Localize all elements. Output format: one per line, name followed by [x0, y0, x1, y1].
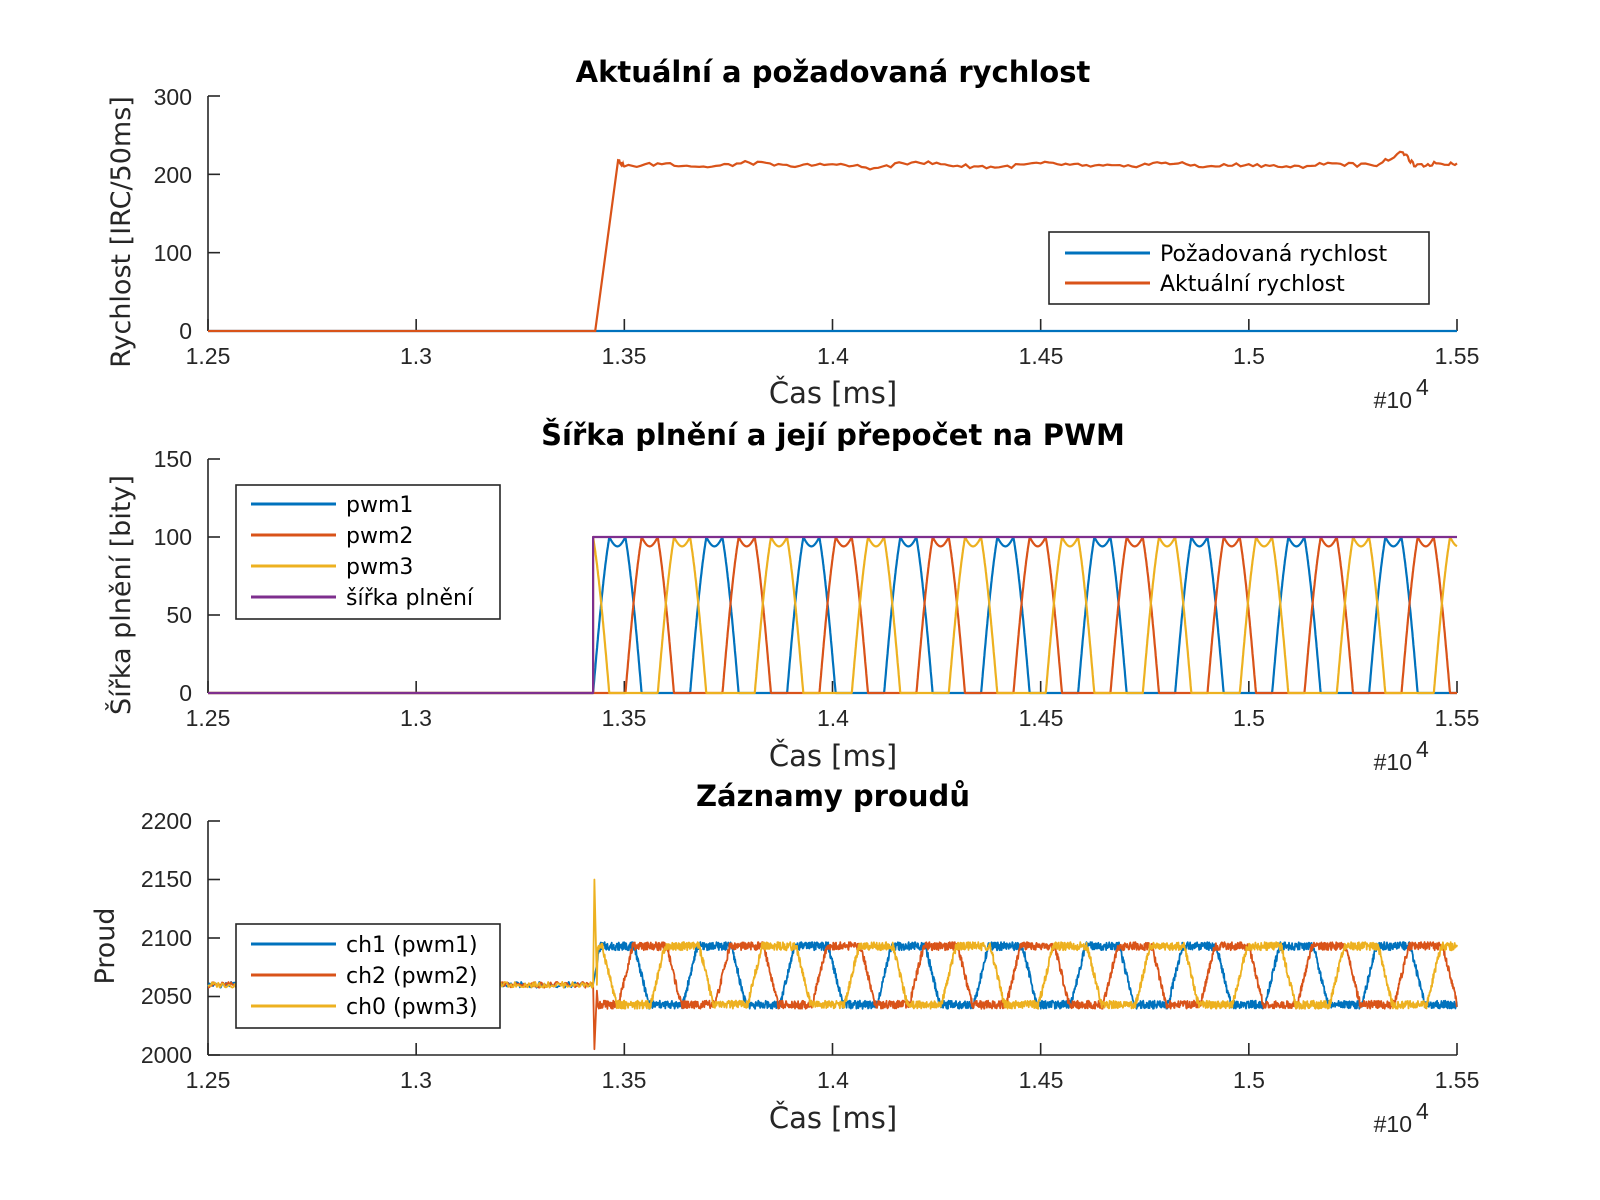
y-axis-label: Šířka plnění [bity]	[105, 475, 137, 715]
legend-label: Požadovaná rychlost	[1160, 242, 1387, 267]
x-tick-label: 1.5	[1233, 705, 1265, 731]
x-tick-label: 1.3	[400, 705, 432, 731]
x-tick-labels: 1.25 1.3 1.35 1.4 1.45 1.5 1.55	[186, 1067, 1480, 1093]
plot-area	[207, 820, 1458, 1056]
x-tick-label: 1.4	[817, 705, 849, 731]
y-tick-label: 50	[166, 602, 192, 628]
legend-label: pwm1	[346, 493, 413, 518]
x-axis-label: Čas [ms]	[769, 739, 897, 773]
y-tick-labels: 0 50 100 150	[154, 446, 192, 706]
chart-speed: Aktuální a požadovaná rychlost 1.25 1.3 …	[106, 55, 1479, 413]
y-tick-label: 100	[154, 240, 192, 266]
y-tick-label: 150	[154, 446, 192, 472]
x-exponent-base: #10	[1374, 1111, 1412, 1137]
x-tick-label: 1.25	[186, 1067, 231, 1093]
y-axis-label: Rychlost [IRC/50ms]	[106, 96, 137, 368]
x-tick-label: 1.25	[186, 705, 231, 731]
y-tick-label: 300	[154, 84, 192, 110]
series-line	[208, 536, 1458, 695]
x-axis-label: Čas [ms]	[769, 376, 897, 410]
y-tick-label: 2050	[141, 983, 192, 1009]
legend: ch1 (pwm1) ch2 (pwm2) ch0 (pwm3)	[235, 923, 501, 1029]
x-tick-label: 1.35	[602, 343, 647, 369]
x-tick-label: 1.5	[1233, 343, 1265, 369]
y-tick-label: 2150	[141, 866, 192, 892]
x-tick-label: 1.55	[1435, 343, 1480, 369]
legend-label: ch1 (pwm1)	[346, 933, 478, 958]
y-tick-labels: 0 100 200 300	[154, 84, 192, 344]
x-tick-label: 1.35	[602, 705, 647, 731]
x-tick-label: 1.35	[602, 1067, 647, 1093]
series-line	[208, 535, 1457, 695]
x-tick-label: 1.5	[1233, 1067, 1265, 1093]
chart-title: Záznamy proudů	[696, 779, 970, 813]
x-exponent: 4	[1416, 374, 1429, 400]
legend-label: pwm2	[346, 524, 413, 549]
x-tick-label: 1.55	[1435, 705, 1480, 731]
legend-box	[1048, 231, 1430, 305]
x-tick-labels: 1.25 1.3 1.35 1.4 1.45 1.5 1.55	[186, 705, 1480, 731]
chart-title: Aktuální a požadovaná rychlost	[576, 55, 1091, 89]
legend-label: ch0 (pwm3)	[346, 995, 478, 1020]
x-exponent-base: #10	[1374, 749, 1412, 775]
y-tick-label: 0	[179, 680, 192, 706]
legend: Požadovaná rychlost Aktuální rychlost	[1048, 231, 1430, 305]
y-tick-labels: 2000 2050 2100 2150 2200	[141, 808, 192, 1068]
chart-pwm: Šířka plnění a její přepočet na PWM 1.25…	[105, 418, 1479, 775]
y-tick-label: 2200	[141, 808, 192, 834]
y-axis-label: Proud	[90, 907, 121, 984]
series-line	[207, 878, 1458, 1010]
series-line	[208, 535, 1458, 695]
legend-label: šířka plnění	[346, 586, 474, 611]
series-line	[207, 941, 1458, 1010]
legend-label: pwm3	[346, 555, 413, 580]
y-tick-label: 2000	[141, 1042, 192, 1068]
y-tick-label: 0	[179, 318, 192, 344]
x-tick-label: 1.45	[1019, 343, 1064, 369]
y-tick-label: 100	[154, 524, 192, 550]
x-exponent-base: #10	[1374, 387, 1412, 413]
x-exponent: 4	[1416, 736, 1429, 762]
x-axis-label: Čas [ms]	[769, 1101, 897, 1135]
legend-label: Aktuální rychlost	[1160, 272, 1345, 297]
x-tick-label: 1.3	[400, 343, 432, 369]
x-tick-label: 1.45	[1019, 705, 1064, 731]
legend-label: ch2 (pwm2)	[346, 964, 478, 989]
y-tick-label: 200	[154, 162, 192, 188]
plot-area	[207, 458, 1458, 695]
chart-currents: Záznamy proudů 1.25 1.3 1.35 1.4 1.45 1.…	[90, 779, 1479, 1137]
x-exponent: 4	[1416, 1098, 1429, 1124]
legend: pwm1 pwm2 pwm3 šířka plnění	[235, 484, 501, 620]
plot-area	[207, 95, 1458, 333]
x-tick-label: 1.3	[400, 1067, 432, 1093]
x-tick-label: 1.55	[1435, 1067, 1480, 1093]
series-line	[207, 941, 1458, 1051]
chart-title: Šířka plnění a její přepočet na PWM	[541, 418, 1125, 452]
x-tick-labels: 1.25 1.3 1.35 1.4 1.45 1.5 1.55	[186, 343, 1480, 369]
x-tick-label: 1.25	[186, 343, 231, 369]
x-tick-label: 1.4	[817, 343, 849, 369]
x-tick-label: 1.4	[817, 1067, 849, 1093]
y-tick-label: 2100	[141, 925, 192, 951]
series-line	[208, 150, 1458, 333]
x-tick-label: 1.45	[1019, 1067, 1064, 1093]
